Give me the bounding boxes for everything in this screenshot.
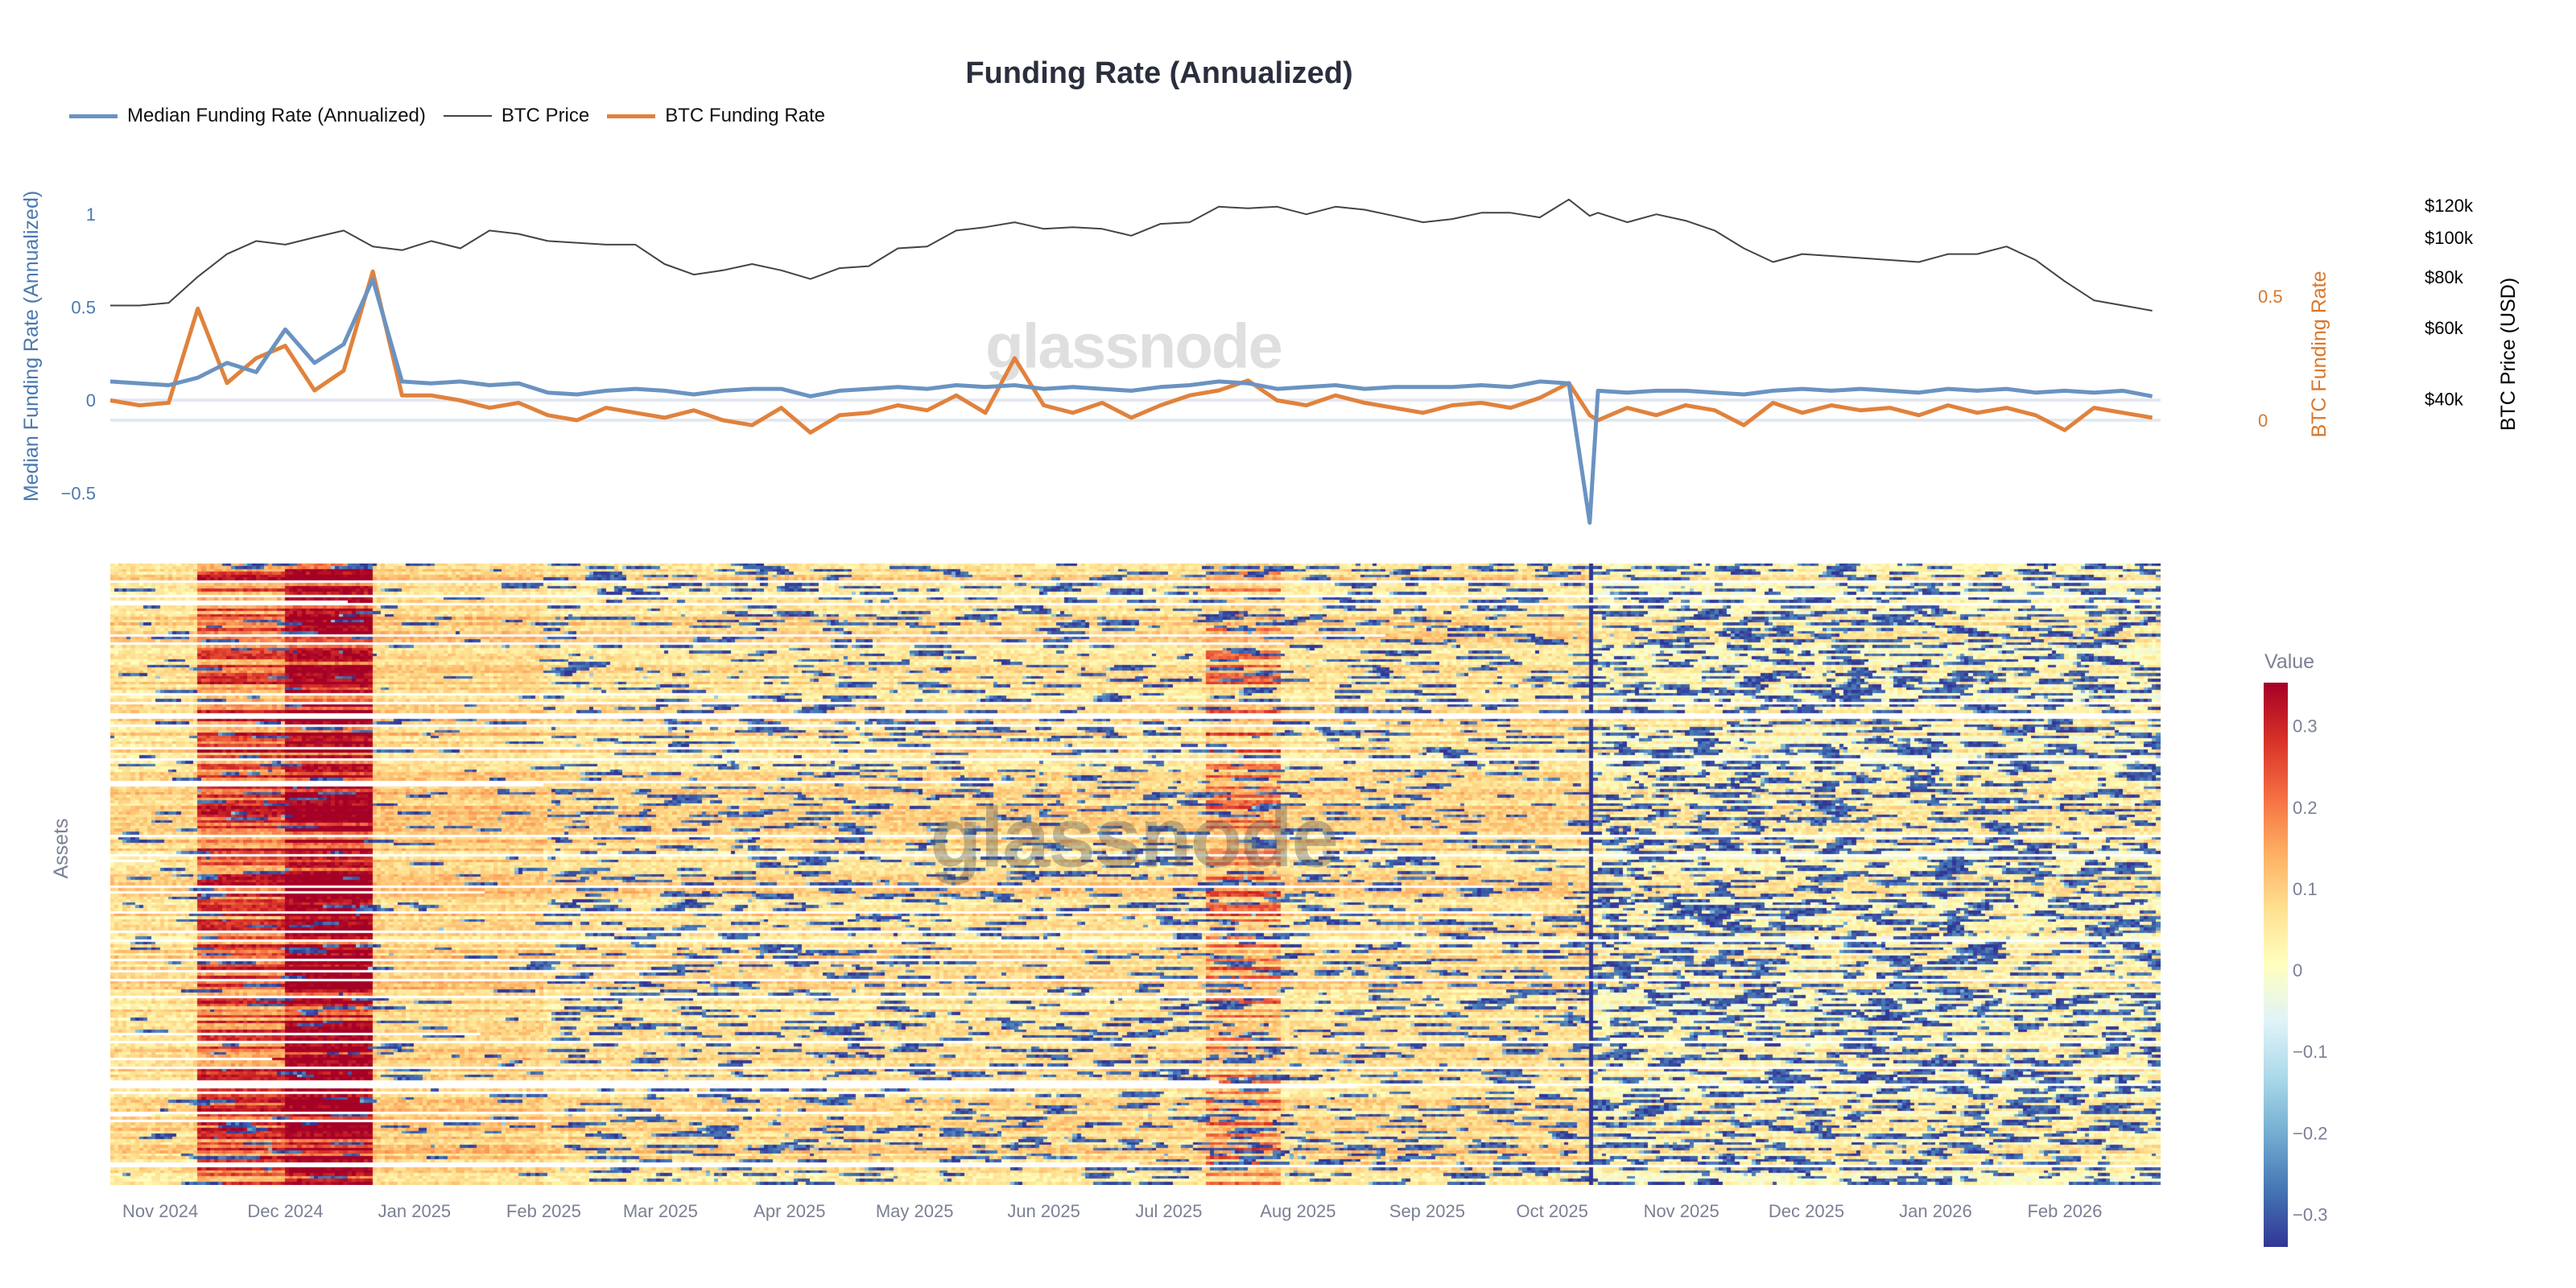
legend-swatch-median — [69, 114, 118, 118]
x-axis-tick-label: Jan 2025 — [378, 1201, 452, 1221]
x-axis-tick-label: Sep 2025 — [1389, 1201, 1465, 1221]
price-axis-tick-label: $40k — [2425, 390, 2464, 410]
left-axis-tick-label: 0 — [86, 390, 96, 411]
right-axis-tick-label: 0.5 — [2258, 287, 2283, 307]
series-line-btc-price[interactable] — [110, 198, 2153, 312]
legend-item-btc-funding[interactable]: BTC Funding Rate — [607, 105, 825, 127]
price-axis-title: BTC Price (USD) — [2497, 278, 2520, 431]
heatmap-y-axis-title: Assets — [50, 818, 72, 878]
price-axis-tick-label: $100k — [2425, 228, 2474, 248]
colorbar — [2264, 683, 2288, 1247]
legend-label: BTC Price — [501, 105, 590, 126]
watermark-logo: glassnode — [985, 310, 1283, 382]
legend-item-median-funding[interactable]: Median Funding Rate (Annualized) — [69, 105, 426, 127]
right-axis-tick-label: 0 — [2258, 411, 2268, 431]
heatmap-cells[interactable] — [110, 564, 2161, 1185]
x-axis-tick-label: Dec 2024 — [247, 1201, 323, 1221]
right-axis-title: BTC Funding Rate — [2308, 270, 2330, 437]
left-axis-tick-label: 0.5 — [71, 297, 96, 317]
legend-label: BTC Funding Rate — [665, 105, 826, 126]
legend-swatch-price — [443, 115, 492, 117]
colorbar-tick-label: 0.2 — [2293, 798, 2318, 818]
colorbar-tick-label: 0.3 — [2293, 716, 2318, 737]
x-axis-tick-label: Apr 2025 — [753, 1201, 825, 1221]
price-axis-tick-label: $80k — [2425, 267, 2464, 287]
price-axis-tick-label: $60k — [2425, 318, 2464, 338]
left-axis-tick-label: −0.5 — [61, 483, 96, 503]
x-axis-tick-label: Mar 2025 — [623, 1201, 698, 1221]
legend-swatch-btc-funding — [607, 114, 656, 118]
colorbar-tick-label: −0.2 — [2293, 1123, 2327, 1143]
x-axis-tick-label: Oct 2025 — [1517, 1201, 1588, 1221]
colorbar-title: Value — [2264, 650, 2315, 673]
x-axis-tick-label: Jun 2025 — [1007, 1201, 1080, 1221]
left-axis-title: Median Funding Rate (Annualized) — [20, 191, 43, 502]
series-line-median-funding-rate-annualized[interactable] — [109, 277, 2153, 525]
legend-item-btc-price[interactable]: BTC Price — [443, 105, 590, 127]
legend: Median Funding Rate (Annualized) BTC Pri… — [69, 105, 825, 127]
left-axis-tick-label: 1 — [86, 204, 96, 225]
series-line-btc-funding-rate[interactable] — [109, 269, 2153, 435]
x-axis-tick-label: Feb 2025 — [506, 1201, 581, 1221]
watermark-logo: glassnode — [929, 790, 1339, 886]
x-axis-tick-label: Nov 2025 — [1644, 1201, 1719, 1221]
x-axis-tick-label: May 2025 — [876, 1201, 954, 1221]
colorbar-tick-label: 0 — [2293, 960, 2302, 980]
price-axis-tick-label: $120k — [2425, 196, 2474, 216]
x-axis-tick-label: Feb 2026 — [2027, 1201, 2102, 1221]
x-axis-tick-label: Aug 2025 — [1260, 1201, 1335, 1221]
colorbar-tick-label: −0.1 — [2293, 1042, 2327, 1062]
x-axis-tick-label: Dec 2025 — [1769, 1201, 1844, 1221]
legend-label: Median Funding Rate (Annualized) — [127, 105, 426, 126]
x-axis-tick-label: Jul 2025 — [1135, 1201, 1202, 1221]
colorbar-tick-label: −0.3 — [2293, 1205, 2327, 1225]
chart-title: Funding Rate (Annualized) — [965, 56, 1353, 90]
x-axis-tick-label: Jan 2026 — [1899, 1201, 1972, 1221]
colorbar-tick-label: 0.1 — [2293, 879, 2318, 899]
x-axis-tick-label: Nov 2024 — [122, 1201, 198, 1221]
